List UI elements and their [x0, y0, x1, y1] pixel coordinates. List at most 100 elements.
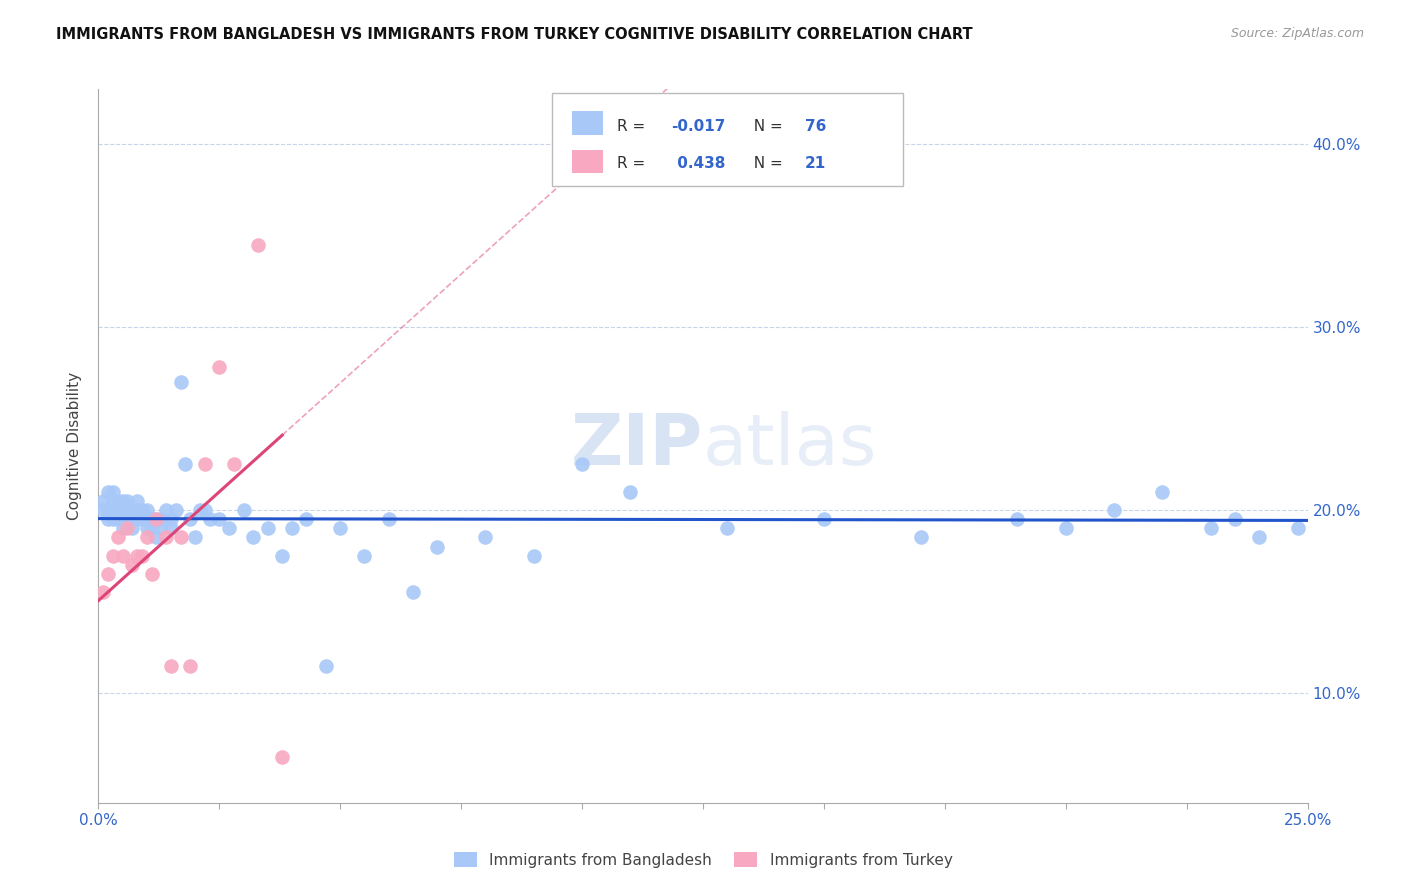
Point [97, 503, 120, 517]
Point [141, 512, 163, 526]
Point [97, 567, 120, 582]
Point [150, 512, 173, 526]
Point [145, 512, 167, 526]
Point [813, 512, 835, 526]
Text: -0.017: -0.017 [672, 119, 725, 134]
Point [160, 658, 183, 673]
Point [1054, 521, 1077, 535]
Point [107, 512, 129, 526]
Point [107, 494, 129, 508]
Point [111, 549, 134, 563]
Point [111, 521, 134, 535]
Point [194, 458, 217, 472]
Text: N =: N = [744, 119, 787, 134]
Text: IMMIGRANTS FROM BANGLADESH VS IMMIGRANTS FROM TURKEY COGNITIVE DISABILITY CORREL: IMMIGRANTS FROM BANGLADESH VS IMMIGRANTS… [56, 27, 973, 42]
Point [619, 484, 641, 499]
Point [1102, 503, 1125, 517]
Point [111, 503, 134, 517]
Point [1007, 512, 1029, 526]
Point [135, 512, 157, 526]
Point [271, 750, 294, 764]
Point [111, 512, 134, 526]
Point [145, 531, 167, 545]
Point [91, 585, 114, 599]
Point [523, 549, 546, 563]
Point [295, 512, 318, 526]
Point [107, 503, 129, 517]
Point [155, 503, 177, 517]
Point [127, 494, 149, 508]
Point [716, 521, 738, 535]
Point [169, 531, 191, 545]
Point [281, 521, 304, 535]
Point [107, 531, 129, 545]
Point [174, 458, 197, 472]
Text: Source: ZipAtlas.com: Source: ZipAtlas.com [1230, 27, 1364, 40]
Point [97, 512, 120, 526]
Point [131, 503, 153, 517]
Point [402, 585, 425, 599]
Text: atlas: atlas [703, 411, 877, 481]
Point [155, 531, 177, 545]
Point [121, 558, 143, 572]
Point [160, 512, 183, 526]
Point [121, 512, 143, 526]
Text: N =: N = [744, 155, 787, 170]
Text: ZIP: ZIP [571, 411, 703, 481]
Point [208, 360, 231, 375]
Point [165, 503, 187, 517]
Point [91, 494, 114, 508]
FancyBboxPatch shape [572, 112, 603, 135]
Text: R =: R = [617, 119, 650, 134]
Point [127, 503, 149, 517]
Point [329, 521, 352, 535]
Point [198, 512, 221, 526]
Point [101, 549, 124, 563]
Point [131, 549, 153, 563]
FancyBboxPatch shape [551, 93, 903, 186]
Point [160, 521, 183, 535]
Point [121, 521, 143, 535]
Point [271, 549, 294, 563]
Point [150, 521, 173, 535]
Point [111, 494, 134, 508]
Point [571, 458, 593, 472]
Text: 0.438: 0.438 [672, 155, 725, 170]
Point [353, 549, 375, 563]
Point [135, 521, 157, 535]
Point [1249, 531, 1271, 545]
Point [1286, 521, 1309, 535]
Point [101, 512, 124, 526]
Point [377, 512, 399, 526]
Point [222, 458, 245, 472]
FancyBboxPatch shape [572, 150, 603, 173]
Point [1152, 484, 1174, 499]
Point [101, 503, 124, 517]
Point [131, 512, 153, 526]
Point [101, 494, 124, 508]
Point [179, 658, 201, 673]
Point [127, 549, 149, 563]
Point [135, 503, 157, 517]
Point [232, 503, 254, 517]
Point [91, 503, 114, 517]
Point [256, 521, 278, 535]
Point [117, 521, 139, 535]
Point [121, 503, 143, 517]
Point [169, 375, 191, 389]
Point [208, 512, 231, 526]
Point [474, 531, 496, 545]
Point [194, 503, 217, 517]
Point [97, 484, 120, 499]
Point [1199, 521, 1222, 535]
Point [218, 521, 240, 535]
Point [117, 494, 139, 508]
Point [179, 512, 201, 526]
Point [117, 512, 139, 526]
Point [910, 531, 932, 545]
Point [141, 567, 163, 582]
Point [127, 512, 149, 526]
Point [315, 658, 337, 673]
Point [141, 521, 163, 535]
Y-axis label: Cognitive Disability: Cognitive Disability [67, 372, 83, 520]
